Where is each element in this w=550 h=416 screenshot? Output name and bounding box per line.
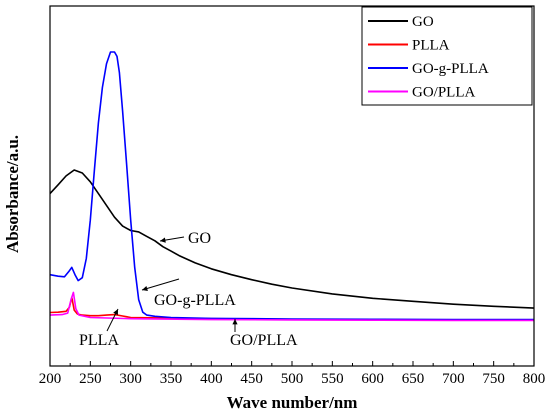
annotation-label: GO-g-PLLA [154, 292, 236, 309]
legend-label: PLLA [412, 38, 450, 54]
annotation-arrow [141, 278, 180, 291]
x-tick-label: 550 [321, 371, 344, 387]
series-line-go [49, 169, 535, 309]
x-tick-label: 500 [281, 371, 304, 387]
legend-label: GO-g-PLLA [412, 61, 489, 77]
x-tick-label: 800 [523, 371, 546, 387]
series-line-go-g-plla [49, 51, 534, 321]
series-line-go-plla [49, 291, 534, 322]
x-tick-label: 200 [39, 371, 62, 387]
x-tick-label: 450 [240, 371, 263, 387]
x-axis-title: Wave number/nm [227, 393, 358, 412]
annotation-label: GO [188, 230, 211, 247]
annotations: GO GO-g-PLLA PLLA GO/PLLA [79, 230, 298, 349]
legend: GO PLLA GO-g-PLLA GO/PLLA [361, 6, 533, 106]
x-tick-label: 750 [482, 371, 505, 387]
annotation-label: PLLA [79, 332, 119, 349]
x-tick-label: 700 [442, 371, 465, 387]
arrow-head-icon [142, 286, 148, 291]
x-tick-label: 650 [402, 371, 425, 387]
arrow-head-icon [113, 309, 118, 315]
legend-box [361, 6, 533, 106]
series-line-plla [49, 296, 534, 321]
plot-lines [49, 51, 535, 322]
x-axis-ticks [49, 361, 535, 366]
legend-label: GO [412, 14, 434, 30]
x-tick-label: 600 [361, 371, 384, 387]
annotation-label: GO/PLLA [230, 332, 298, 349]
x-axis-tick-labels: 200 250 300 350 400 450 500 550 600 650 700 750 800 [39, 371, 546, 387]
x-tick-label: 250 [79, 371, 102, 387]
legend-label: GO/PLLA [412, 85, 476, 101]
x-tick-label: 400 [200, 371, 223, 387]
arrow-head-icon [160, 237, 166, 243]
arrow-head-icon [232, 319, 238, 325]
x-tick-label: 350 [160, 371, 183, 387]
y-axis-title: Absorbance/a.u. [3, 135, 22, 253]
x-tick-label: 300 [119, 371, 142, 387]
